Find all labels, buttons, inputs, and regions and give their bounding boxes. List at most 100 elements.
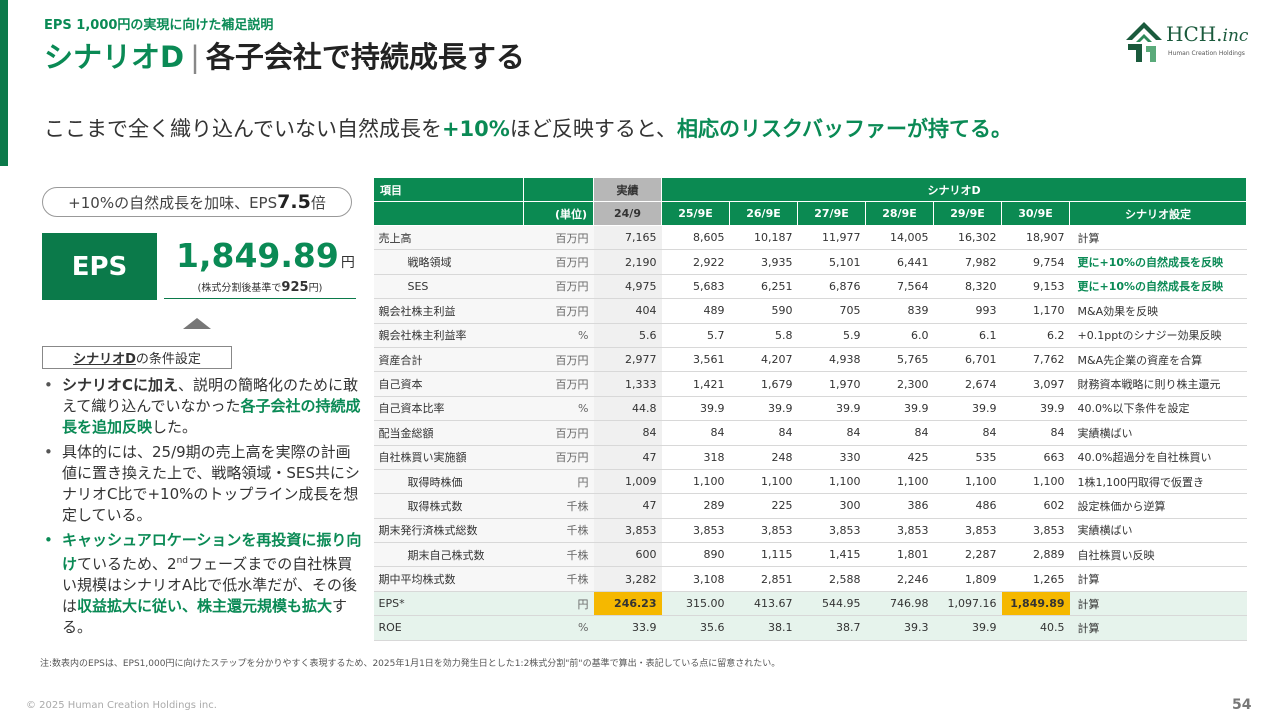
eps-underline (164, 298, 356, 299)
row-value: 590 (729, 298, 798, 324)
row-value: 1,809 (933, 566, 1002, 592)
row-setting: 実績横ばい (1069, 420, 1247, 446)
row-unit: 千株 (523, 493, 594, 519)
row-setting: +0.1pptのシナジー効果反映 (1069, 323, 1247, 348)
row-value: 3,853 (933, 518, 1002, 544)
row-item: 親会社株主利益率 (373, 323, 524, 348)
row-value: 486 (933, 493, 1002, 519)
row-value: 47 (593, 493, 662, 519)
row-value: 2,977 (593, 347, 662, 373)
row-value: 839 (865, 298, 934, 324)
logo-mark-icon (1126, 22, 1162, 62)
row-value: 413.67 (729, 590, 798, 617)
row-value: 14,005 (865, 225, 934, 251)
row-value: 425 (865, 445, 934, 470)
header-scenario: シナリオD (660, 177, 1248, 202)
row-value: 9,153 (1001, 274, 1070, 300)
row-value: 705 (797, 298, 866, 324)
logo-text: HCH.inc (1166, 22, 1249, 46)
row-setting: 設定株価から逆算 (1069, 493, 1247, 519)
table-row: 売上高 百万円 7,165 8,605 10,187 11,977 14,005 16,302… (373, 225, 1247, 251)
row-value: 1,421 (661, 371, 730, 397)
row-setting: 更に+10%の自然成長を反映 (1069, 274, 1247, 300)
bullet-item: 具体的には、25/9期の売上高を実際の計画値に置き換えた上で、戦略領域・SES共… (42, 442, 362, 526)
row-value: 39.9 (797, 396, 866, 422)
footnote: 注:数表内のEPSは、EPS1,000円に向けたステップを分かりやすく表現するた… (40, 659, 781, 669)
row-unit: 千株 (523, 566, 594, 592)
lead-message: ここまで全く織り込んでいない自然成長を+10%ほど反映すると、相応のリスクバッフ… (44, 117, 1012, 141)
row-value: 1,265 (1001, 566, 1070, 592)
row-value: 1,415 (797, 542, 866, 568)
row-unit: % (523, 323, 594, 348)
row-value: 3,853 (593, 518, 662, 544)
row-value: 602 (1001, 493, 1070, 519)
row-item: ROE (373, 615, 524, 641)
row-value: 39.9 (933, 396, 1002, 422)
bullet-item: キャッシュアロケーションを再投資に振り向けているため、2ndフェーズまでの自社株… (42, 530, 362, 638)
row-value: 7,165 (593, 225, 662, 251)
company-logo: HCH.inc Human Creation Holdings (1122, 20, 1262, 64)
row-value: 84 (1001, 420, 1070, 446)
page-title: シナリオD | 各子会社で持続成長する (44, 34, 525, 76)
row-value: 225 (729, 493, 798, 519)
row-value: 2,300 (865, 371, 934, 397)
table-row: 自己資本比率% 44.8 39.9 39.9 39.9 39.9 39.9 39.9 40.0%… (373, 396, 1247, 422)
row-value: 3,853 (729, 518, 798, 544)
row-item: 自社株買い実施額 (373, 445, 524, 470)
row-value: 386 (865, 493, 934, 519)
row-item: 取得株式数 (373, 493, 524, 519)
row-value: 11,977 (797, 225, 866, 251)
row-value: 3,108 (661, 566, 730, 592)
header-period: 26/9E (729, 201, 798, 226)
eps-multiple-pill: +10%の自然成長を加味、EPS 7.5 倍 (42, 187, 352, 217)
eps-split-note: (株式分割後基準で925円) (197, 280, 323, 295)
row-value: 1,100 (729, 469, 798, 495)
table-row: SES 百万円 4,975 5,683 6,251 6,876 7,564 8,320 9,15… (373, 274, 1247, 300)
row-item: 自己資本 (373, 371, 524, 397)
condition-title-box: シナリオD の条件設定 (42, 346, 232, 369)
row-value: 1,170 (1001, 298, 1070, 324)
row-setting: 40.0%超過分を自社株買い (1069, 445, 1247, 470)
row-setting: M&A効果を反映 (1069, 298, 1247, 324)
table-row: 期中平均株式数 千株 3,282 3,108 2,851 2,588 2,246 1,809 1… (373, 566, 1247, 592)
logo-subtext: Human Creation Holdings (1168, 50, 1245, 57)
row-setting: 自社株買い反映 (1069, 542, 1247, 568)
header-period: 29/9E (933, 201, 1002, 226)
row-value: 35.6 (661, 615, 730, 641)
row-value: 2,190 (593, 249, 662, 275)
row-value: 1,100 (1001, 469, 1070, 495)
row-value: 3,561 (661, 347, 730, 373)
row-value: 5,765 (865, 347, 934, 373)
header-actual: 実績 (593, 177, 662, 202)
row-value: 84 (661, 420, 730, 446)
row-value: 33.9 (593, 615, 662, 641)
row-value: 6.2 (1001, 323, 1070, 348)
row-value: 3,935 (729, 249, 798, 275)
row-value: 84 (593, 420, 662, 446)
row-setting: 40.0%以下条件を設定 (1069, 396, 1247, 422)
row-unit: 百万円 (523, 225, 594, 251)
row-setting: 計算 (1069, 225, 1247, 251)
row-item: 配当金総額 (373, 420, 524, 446)
row-value: 5.9 (797, 323, 866, 348)
row-value: 600 (593, 542, 662, 568)
table-row: 親会社株主利益率% 5.6 5.7 5.8 5.9 6.0 6.1 6.2 +0.1pptのシナ… (373, 323, 1247, 348)
row-value: 6,251 (729, 274, 798, 300)
header-unit: (単位) (523, 201, 594, 226)
row-unit: 円 (523, 469, 594, 495)
row-unit: % (523, 396, 594, 422)
row-value: 489 (661, 298, 730, 324)
header-period: 30/9E (1001, 201, 1070, 226)
table-row: 取得時株価円 1,009 1,100 1,100 1,100 1,100 1,100 1,10… (373, 469, 1247, 495)
row-setting: 財務資本戦略に則り株主還元 (1069, 371, 1247, 397)
row-value: 246.23 (593, 590, 662, 617)
row-value: 330 (797, 445, 866, 470)
row-unit: % (523, 615, 594, 641)
row-setting: 計算 (1069, 590, 1247, 617)
row-value: 1,115 (729, 542, 798, 568)
row-setting: 1株1,100円取得で仮置き (1069, 469, 1247, 495)
row-value: 5.8 (729, 323, 798, 348)
row-value: 6,701 (933, 347, 1002, 373)
row-value: 39.9 (1001, 396, 1070, 422)
row-value: 2,851 (729, 566, 798, 592)
